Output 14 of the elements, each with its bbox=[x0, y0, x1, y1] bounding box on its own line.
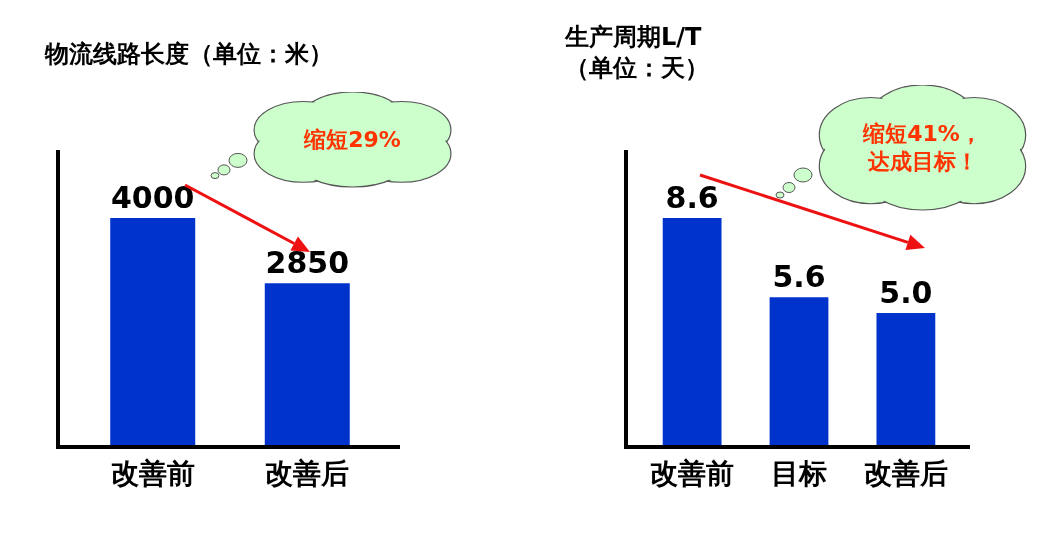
data-label: 8.6 bbox=[665, 180, 719, 216]
chart-title: 生产周期L/T （单位：天） bbox=[564, 23, 709, 83]
text: 缩短29% bbox=[302, 125, 402, 154]
chart-title: 物流线路长度（单位：米） bbox=[44, 39, 333, 68]
text: 缩短41%，达成目标！ bbox=[861, 119, 983, 176]
data-label: 4000 bbox=[110, 180, 195, 216]
data-label: 2850 bbox=[265, 245, 350, 281]
x-tick-label: 改善后 bbox=[863, 456, 948, 490]
x-tick-label: 目标 bbox=[771, 456, 827, 490]
x-tick-label: 改善前 bbox=[650, 456, 735, 490]
x-tick-label: 改善前 bbox=[110, 456, 195, 490]
data-label: 5.0 bbox=[879, 275, 933, 311]
x-tick-label: 改善后 bbox=[265, 456, 350, 490]
data-label: 5.6 bbox=[772, 259, 826, 295]
